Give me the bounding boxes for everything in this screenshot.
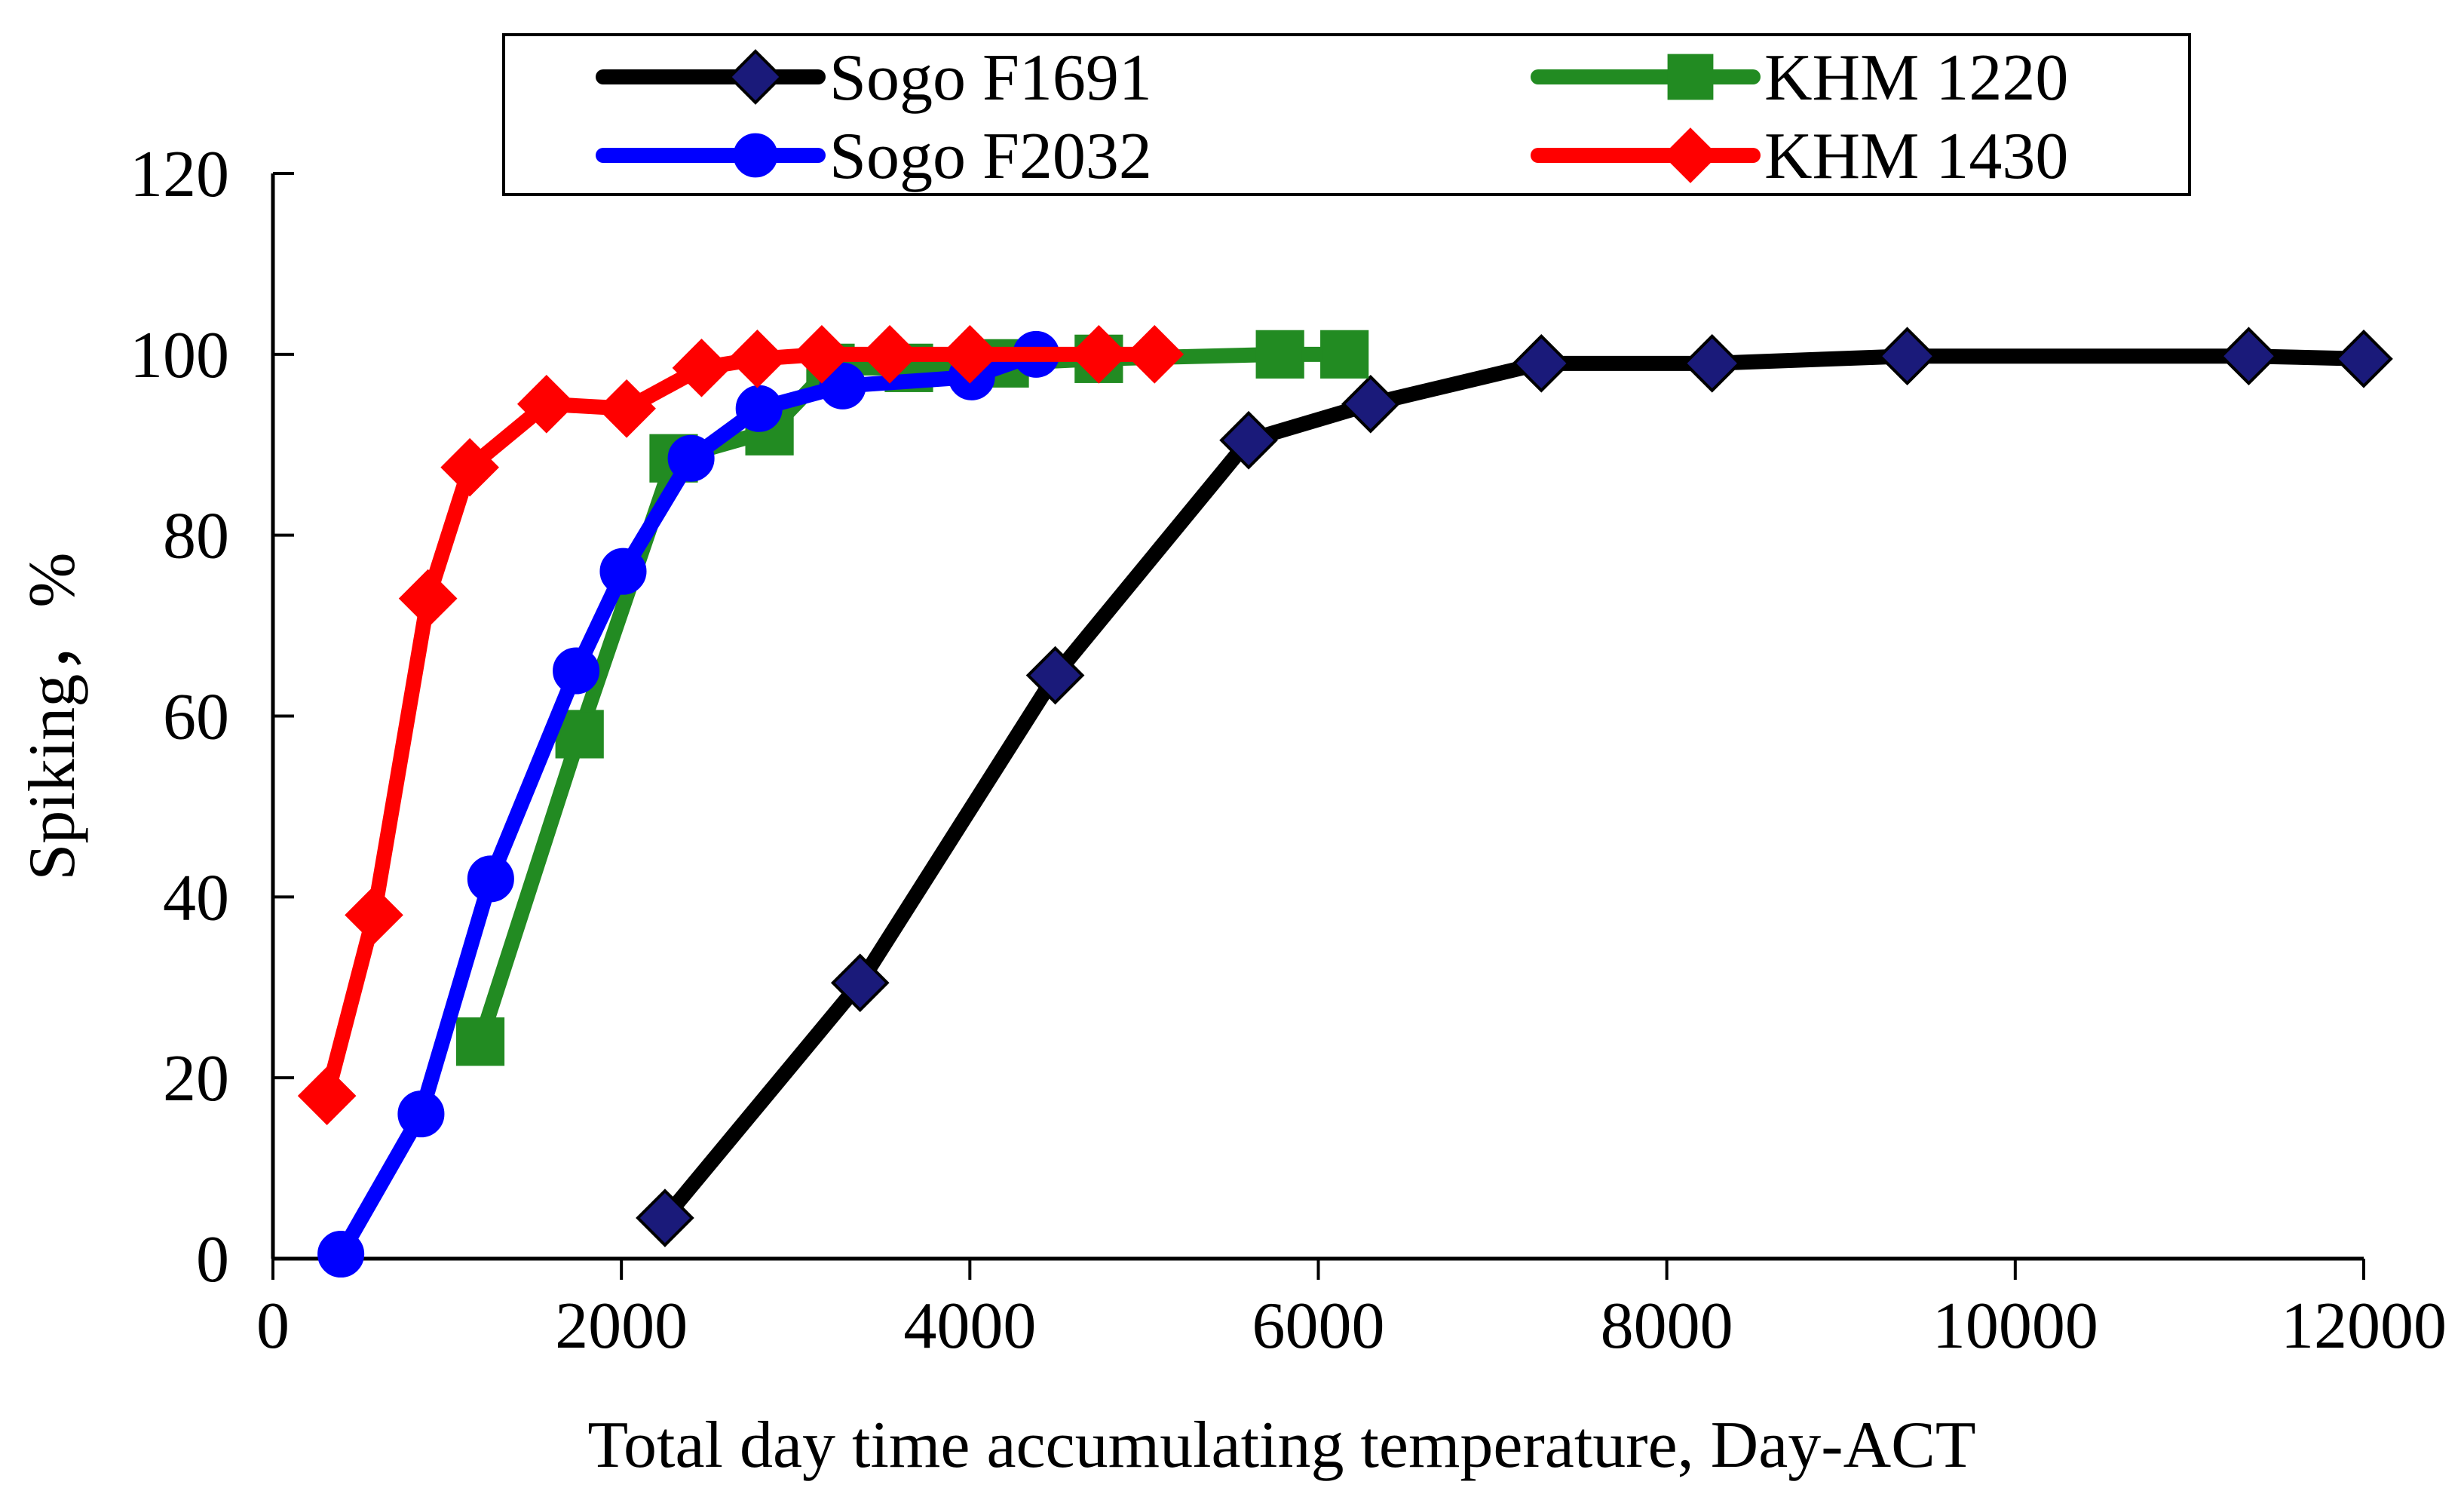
legend-marker [1663,127,1718,183]
legend-label: Sogo F1691 [829,41,1152,115]
y-tick-label: 120 [130,138,229,211]
data-point [599,548,647,595]
data-point [1025,646,1085,705]
x-tick-label: 6000 [1252,1290,1385,1363]
data-point [1069,325,1129,384]
legend-entry: KHM 1220 [1531,41,2068,115]
legend-frame [502,33,2191,196]
legend-box: Sogo F1691 KHM 1220 Sogo F2032 KHM 1430 [502,33,2191,196]
data-point [636,1189,694,1247]
data-point [597,379,656,438]
y-tick-label: 0 [196,1223,229,1296]
y-axis-title: Spiking，% [16,552,89,880]
x-tick-label: 10000 [1932,1290,2098,1363]
legend-label: Sogo F2032 [829,120,1152,193]
legend-marker [1667,54,1714,100]
legend-entry: KHM 1430 [1531,120,2068,193]
series-line [333,346,1044,1262]
data-point [516,374,576,434]
x-tick-label: 2000 [555,1290,688,1363]
data-point [440,437,499,497]
data-point [2334,330,2393,388]
data-point [2219,327,2279,386]
series-khm-1430 [297,325,1184,1125]
data-point [860,325,919,384]
x-axis-ticks: 0 2000 4000 6000 8000 10000 12000 [256,1259,2447,1363]
data-point [792,325,851,384]
data-point [467,855,514,903]
data-point [672,338,731,397]
y-tick-label: 40 [163,861,229,934]
y-tick-label: 80 [163,500,229,573]
y-axis-ticks: 0 20 40 60 80 100 120 [130,138,294,1296]
legend-marker [733,133,778,178]
plot-area: 0 20 40 60 80 100 120 0 2000 4000 6000 8000 10000 12… [130,138,2447,1363]
legend-entry: Sogo F2032 [596,120,1152,193]
data-point [1341,374,1400,434]
data-point [397,1090,445,1138]
data-point [819,362,866,409]
x-axis-title: Total day time accumulating temperature,… [587,1409,1975,1482]
y-tick-label: 100 [130,319,229,392]
data-point [735,385,783,432]
series-layer [297,325,2393,1278]
y-tick-label: 20 [163,1042,229,1115]
data-point [1682,333,1742,393]
data-point [728,330,787,388]
data-point [1255,330,1304,379]
data-point [1877,327,1937,386]
legend-marker [728,49,783,105]
data-point [1125,325,1184,384]
data-point [297,1066,357,1125]
series-line [657,348,2371,1226]
legend-items: Sogo F1691 KHM 1220 Sogo F2032 KHM 1430 [596,41,2068,193]
y-tick-label: 60 [163,681,229,754]
data-point [1512,333,1571,393]
data-point [345,885,403,945]
legend-label: KHM 1430 [1764,120,2068,193]
data-point [553,647,600,695]
series-line [472,346,1353,1050]
data-point [940,325,1000,384]
legend-entry: Sogo F1691 [596,41,1152,115]
x-tick-label: 0 [256,1290,290,1363]
data-point [830,953,890,1013]
series-sogo-f1691 [636,327,2393,1247]
x-tick-label: 12000 [2281,1290,2447,1363]
data-point [317,1230,365,1278]
data-point [1219,410,1278,470]
data-point [667,434,715,482]
legend-label: KHM 1220 [1764,41,2068,115]
x-tick-label: 4000 [903,1290,1036,1363]
data-point [1320,330,1369,379]
x-tick-label: 8000 [1601,1290,1733,1363]
data-point [398,569,458,628]
data-point [455,1017,505,1066]
